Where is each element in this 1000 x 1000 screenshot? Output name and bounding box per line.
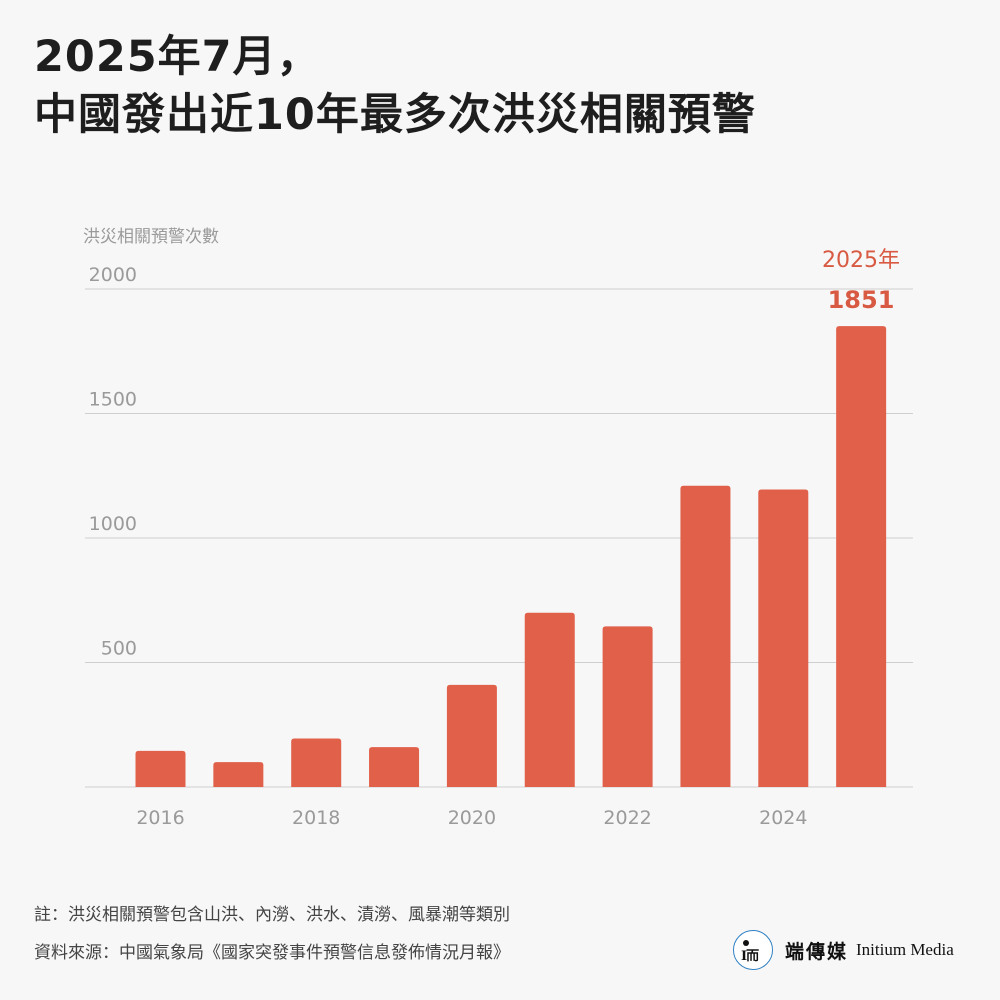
title-line-2: 中國發出近10年最多次洪災相關預警 [34, 90, 756, 140]
x-tick-label: 2018 [292, 807, 340, 829]
bar-2020 [446, 684, 497, 787]
bar-2025 [836, 326, 887, 787]
x-tick-labels: 2016 2018 2020 2022 2024 [136, 807, 807, 829]
x-tick-label: 2022 [603, 807, 651, 829]
bar-2021 [524, 612, 575, 787]
bar-2017 [213, 762, 264, 787]
y-tick-labels: 500 1000 1500 2000 [89, 264, 137, 660]
y-tick-label: 1000 [89, 513, 137, 535]
y-tick-label: 2000 [89, 264, 137, 286]
y-tick-label: 1500 [89, 389, 137, 411]
x-tick-label: 2016 [136, 807, 184, 829]
footnotes: 註：洪災相關預警包含山洪、內澇、洪水、漬澇、風暴潮等類別 資料來源：中國氣象局《… [34, 900, 510, 976]
title-line-1: 2025年7月， [34, 32, 321, 82]
brand-name-cn: 端傳媒 [785, 940, 849, 963]
y-tick-label: 500 [101, 638, 137, 660]
bar-2024 [758, 489, 809, 787]
highlight-year-label: 2025年 [822, 248, 900, 273]
x-tick-label: 2020 [448, 807, 496, 829]
bar-2022 [602, 626, 653, 787]
bars [135, 326, 887, 787]
x-tick-label: 2024 [759, 807, 807, 829]
bar-2019 [369, 747, 420, 787]
source-text: 資料來源：中國氣象局《國家突發事件預警信息發佈情況月報》 [34, 943, 510, 963]
brand-name-en: Initium Media [856, 940, 954, 959]
chart-title: 2025年7月， 中國發出近10年最多次洪災相關預警 [34, 28, 756, 144]
note-text: 註：洪災相關預警包含山洪、內澇、洪水、漬澇、風暴潮等類別 [34, 905, 510, 925]
bar-2016 [135, 750, 186, 787]
brand-logo-block: I而 端傳媒 Initium Media [733, 928, 954, 972]
y-axis-label: 洪災相關預警次數 [83, 227, 219, 247]
bar-2018 [291, 738, 342, 787]
initium-logo-icon: I而 [733, 930, 773, 970]
highlight-value-label: 1851 [828, 286, 895, 314]
bar-2023 [680, 485, 731, 787]
